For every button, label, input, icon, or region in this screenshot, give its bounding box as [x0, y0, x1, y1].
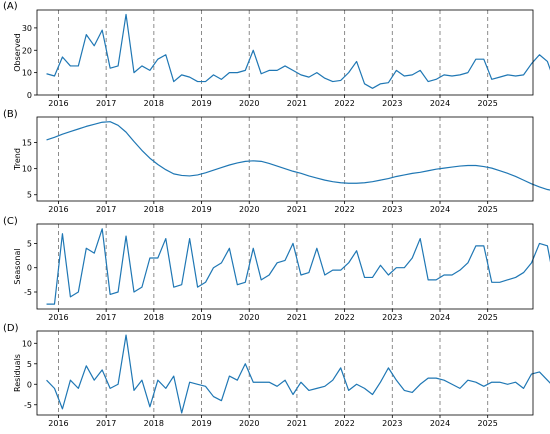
- panel-0: 0 10 20 30 2016 2017 2018 2019 2020 2021 2022 2023 2…: [3, 1, 550, 108]
- x-tick-label: 2019: [191, 205, 211, 214]
- panel-label: (C): [3, 216, 18, 227]
- x-tick-label: 2022: [334, 205, 354, 214]
- x-tick-label: 2019: [191, 419, 211, 428]
- x-tick-label: 2022: [334, 313, 354, 322]
- x-tick-label: 2020: [239, 419, 259, 428]
- x-tick-label: 2016: [48, 419, 68, 428]
- y-axis-label: Trend: [13, 148, 22, 171]
- x-tick-label: 2021: [287, 99, 307, 108]
- x-tick-label: 2017: [96, 205, 116, 214]
- x-tick-label: 2023: [382, 205, 402, 214]
- x-tick-label: 2025: [478, 205, 498, 214]
- x-tick-label: 2020: [239, 313, 259, 322]
- y-tick-label: -5: [24, 288, 32, 297]
- x-tick-label: 2018: [144, 205, 164, 214]
- y-axis-label: Residuals: [13, 354, 22, 392]
- panel-label: (A): [3, 1, 18, 12]
- plot-frame: [36, 9, 534, 96]
- y-tick-label: 15: [22, 139, 32, 148]
- x-tick-label: 2024: [430, 205, 450, 214]
- y-tick-label: 5: [27, 191, 32, 200]
- x-tick-label: 2025: [478, 419, 498, 428]
- y-tick-label: 10: [22, 165, 32, 174]
- x-tick-label: 2016: [48, 313, 68, 322]
- x-tick-label: 2023: [382, 99, 402, 108]
- x-tick-label: 2022: [334, 99, 354, 108]
- x-tick-label: 2018: [144, 419, 164, 428]
- y-tick-label: 10: [22, 339, 32, 348]
- plot-frame: [36, 330, 534, 416]
- x-tick-label: 2023: [382, 419, 402, 428]
- y-tick-label: 20: [22, 46, 32, 55]
- x-tick-label: 2019: [191, 99, 211, 108]
- x-tick-label: 2025: [478, 313, 498, 322]
- x-tick-label: 2021: [287, 419, 307, 428]
- panel-3: -5 0 5 10 2016 2017 2018 2019 2020 2021 2022 2023 20…: [3, 323, 550, 428]
- x-tick-label: 2024: [430, 419, 450, 428]
- panel-1: 5 10 15 2016 2017 2018 2019 2020 2021 2022 2023 202…: [3, 109, 550, 214]
- series-line: [46, 228, 550, 305]
- plot-frame: [36, 116, 534, 202]
- x-tick-label: 2021: [287, 205, 307, 214]
- panel-2: -5 0 5 2016 2017 2018 2019 2020 2021 2022 2023 2024…: [3, 216, 550, 322]
- x-tick-label: 2016: [48, 99, 68, 108]
- y-tick-label: 0: [27, 91, 32, 100]
- x-tick-label: 2020: [239, 205, 259, 214]
- y-tick-label: -5: [24, 401, 32, 410]
- y-tick-label: 5: [27, 239, 32, 248]
- x-tick-label: 2017: [96, 313, 116, 322]
- y-tick-label: 30: [22, 24, 32, 33]
- x-tick-label: 2020: [239, 99, 259, 108]
- y-axis-label: Seasonal: [13, 248, 22, 284]
- x-tick-label: 2016: [48, 205, 68, 214]
- x-tick-label: 2019: [191, 313, 211, 322]
- series-line: [46, 121, 550, 191]
- x-tick-label: 2025: [478, 99, 498, 108]
- y-tick-label: 0: [27, 264, 32, 273]
- y-tick-label: 5: [27, 360, 32, 369]
- y-tick-label: 10: [22, 69, 32, 78]
- y-tick-label: 0: [27, 380, 32, 389]
- x-tick-label: 2018: [144, 313, 164, 322]
- x-tick-label: 2023: [382, 313, 402, 322]
- x-tick-label: 2017: [96, 99, 116, 108]
- x-tick-label: 2017: [96, 419, 116, 428]
- x-tick-label: 2024: [430, 313, 450, 322]
- x-tick-label: 2024: [430, 99, 450, 108]
- panel-label: (D): [3, 323, 19, 334]
- y-axis-label: Observed: [13, 33, 22, 72]
- series-line: [46, 334, 550, 414]
- x-tick-label: 2021: [287, 313, 307, 322]
- x-tick-label: 2018: [144, 99, 164, 108]
- x-tick-label: 2022: [334, 419, 354, 428]
- panel-label: (B): [3, 109, 18, 120]
- series-line: [46, 13, 550, 89]
- plot-frame: [36, 223, 534, 310]
